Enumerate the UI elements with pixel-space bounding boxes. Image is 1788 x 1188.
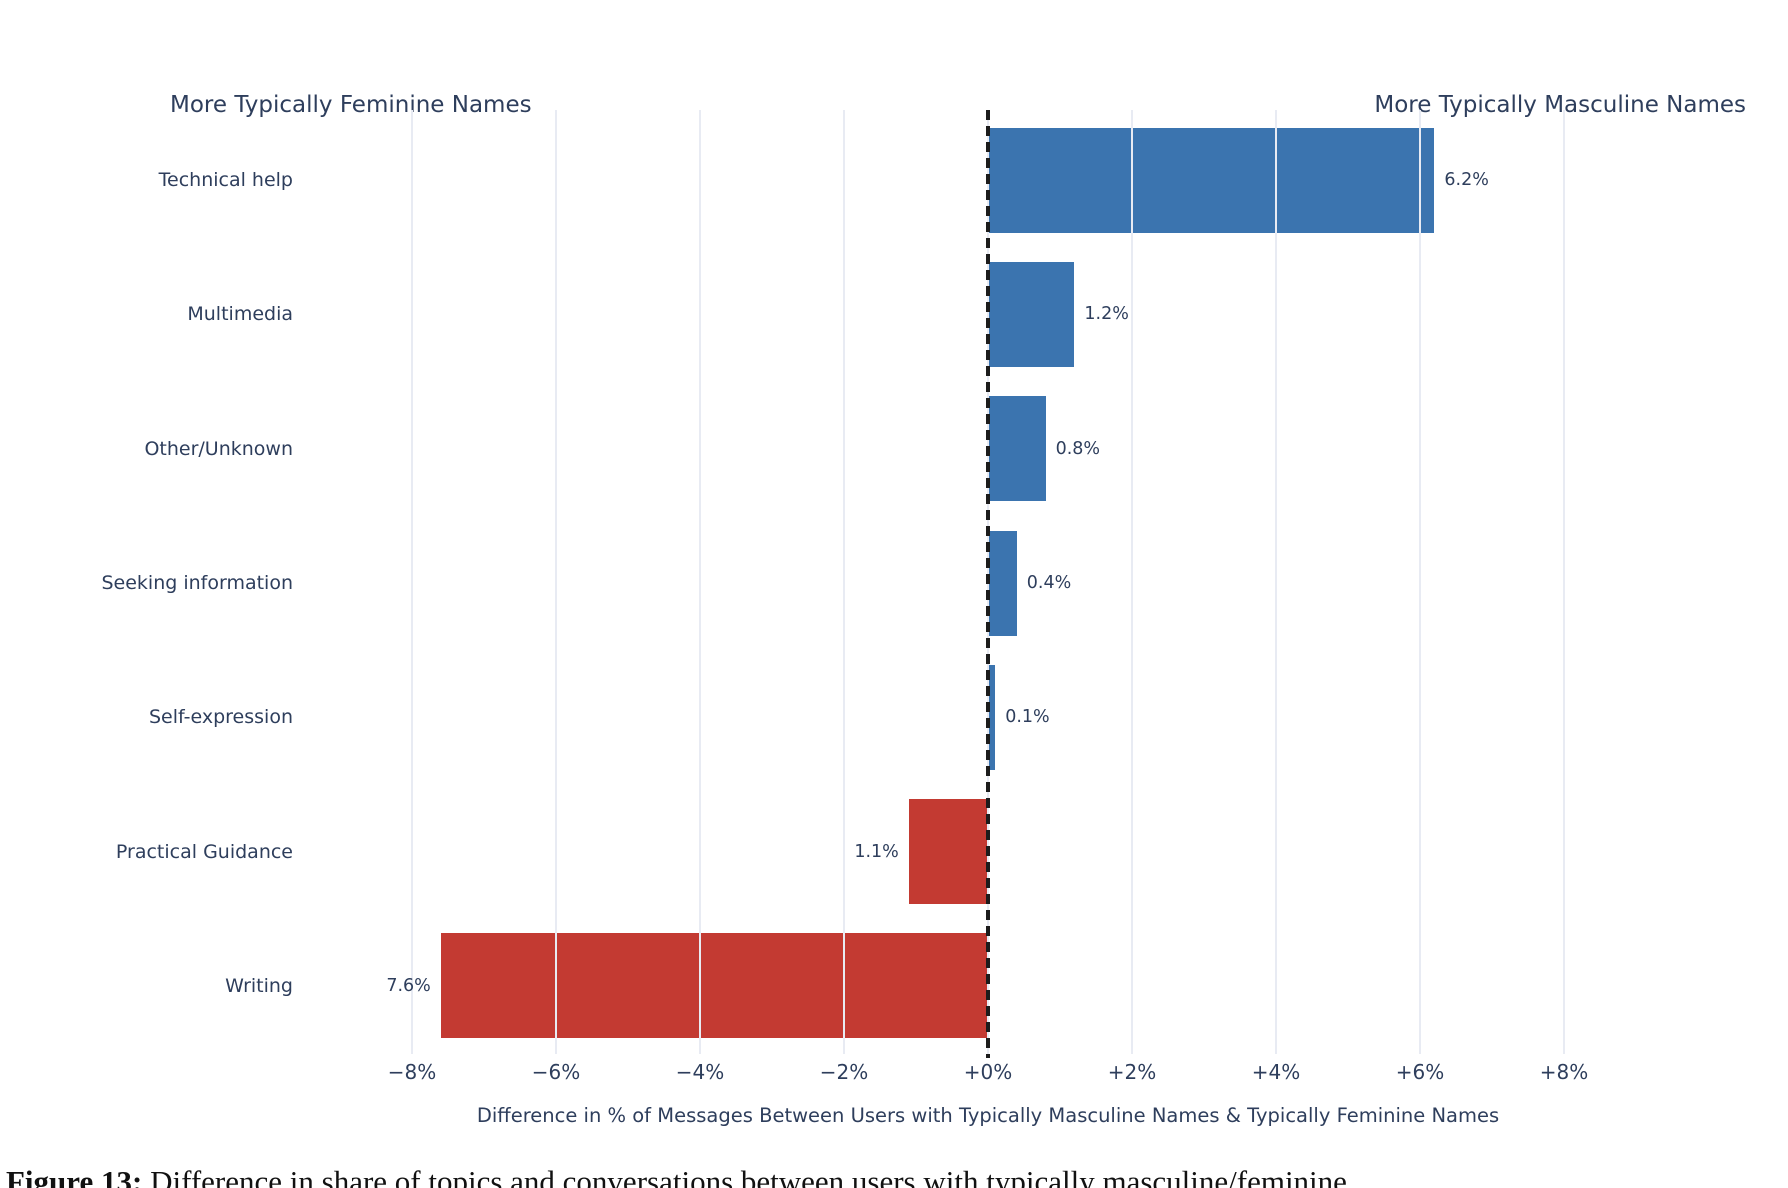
x-tick-label-8: +8% <box>1539 1060 1589 1084</box>
figure-caption: Figure 13: Difference in share of topics… <box>6 1164 1347 1188</box>
category-label-writing: Writing <box>225 974 293 997</box>
zero-reference-line <box>986 110 990 1058</box>
bar-value-label-practical-guidance: 1.1% <box>854 841 899 862</box>
category-label-seeking-information: Seeking information <box>101 572 293 595</box>
bar-self-expression <box>988 664 996 770</box>
bar-value-label-other-unknown: 0.8% <box>1055 438 1101 459</box>
bar-value-label-multimedia: 1.2% <box>1084 304 1129 325</box>
x-tick-label-4: +4% <box>1251 1060 1301 1084</box>
grid-line--2 <box>843 110 845 1054</box>
bar-multimedia <box>988 261 1075 367</box>
x-tick-label--8: −8% <box>387 1060 437 1084</box>
category-label-multimedia: Multimedia <box>187 303 293 326</box>
bar-seeking-information <box>988 530 1017 636</box>
grid-line--8 <box>411 110 413 1054</box>
bar-other-unknown <box>988 396 1046 502</box>
grid-line-4 <box>1275 110 1277 1054</box>
bar-writing <box>440 933 988 1039</box>
x-tick-label--2: −2% <box>819 1060 869 1084</box>
figure-caption-number: Figure 13: <box>6 1164 143 1188</box>
figure-caption-text: Difference in share of topics and conver… <box>142 1164 1347 1188</box>
bar-technical-help <box>988 127 1435 233</box>
grid-line--6 <box>555 110 557 1054</box>
bar-value-label-seeking-information: 0.4% <box>1026 573 1072 594</box>
x-tick-label--6: −6% <box>531 1060 581 1084</box>
grid-line-6 <box>1419 110 1421 1054</box>
category-label-technical-help: Technical help <box>158 169 293 192</box>
grid-line-2 <box>1131 110 1133 1054</box>
x-tick-label-0: +0% <box>963 1060 1013 1084</box>
x-axis-label: Difference in % of Messages Between User… <box>476 1104 1500 1127</box>
x-tick-label--4: −4% <box>675 1060 725 1084</box>
bar-value-label-self-expression: 0.1% <box>1005 707 1050 728</box>
category-label-self-expression: Self-expression <box>148 706 293 729</box>
category-label-other-unknown: Other/Unknown <box>144 437 293 460</box>
x-tick-label-2: +2% <box>1107 1060 1157 1084</box>
header-masculine-side: More Typically Masculine Names <box>1374 92 1746 118</box>
bar-value-label-technical-help: 6.2% <box>1444 170 1489 191</box>
bar-value-label-writing: 7.6% <box>386 975 431 996</box>
category-label-practical-guidance: Practical Guidance <box>115 840 293 863</box>
grid-line-8 <box>1563 110 1565 1054</box>
grid-line--4 <box>699 110 701 1054</box>
bar-practical-guidance <box>908 799 988 905</box>
x-tick-label-6: +6% <box>1395 1060 1445 1084</box>
header-feminine-side: More Typically Feminine Names <box>170 92 532 118</box>
